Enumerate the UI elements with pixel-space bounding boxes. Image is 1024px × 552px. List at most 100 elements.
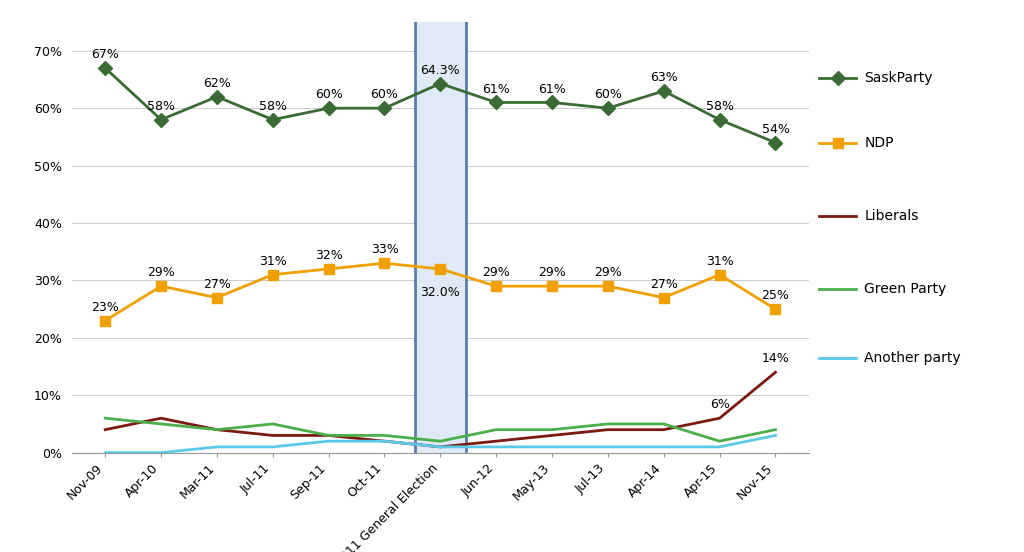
Liberals bbox=[546, 432, 558, 439]
Text: 54%: 54% bbox=[762, 123, 790, 136]
Another party bbox=[155, 449, 167, 456]
Another party bbox=[602, 444, 614, 450]
Text: 62%: 62% bbox=[203, 77, 230, 90]
Green Party bbox=[211, 426, 223, 433]
Liberals bbox=[99, 426, 112, 433]
Another party bbox=[546, 444, 558, 450]
Green Party bbox=[266, 421, 279, 427]
Text: Liberals: Liberals bbox=[864, 209, 919, 223]
Text: NDP: NDP bbox=[864, 136, 894, 150]
Text: 29%: 29% bbox=[594, 266, 622, 279]
FancyBboxPatch shape bbox=[415, 17, 466, 458]
NDP bbox=[99, 317, 112, 324]
Line: Green Party: Green Party bbox=[105, 418, 775, 441]
Text: 27%: 27% bbox=[203, 278, 230, 291]
Text: 29%: 29% bbox=[539, 266, 566, 279]
NDP bbox=[769, 306, 781, 312]
Liberals bbox=[769, 369, 781, 375]
Liberals bbox=[434, 444, 446, 450]
Text: 33%: 33% bbox=[371, 243, 398, 256]
NDP bbox=[266, 272, 279, 278]
NDP bbox=[657, 294, 670, 301]
Green Party bbox=[714, 438, 726, 444]
NDP bbox=[155, 283, 167, 289]
Liberals bbox=[657, 426, 670, 433]
Green Party bbox=[99, 415, 112, 422]
Text: 31%: 31% bbox=[706, 254, 733, 268]
NDP bbox=[602, 283, 614, 289]
NDP bbox=[323, 266, 335, 272]
SaskParty bbox=[657, 88, 670, 94]
Text: 23%: 23% bbox=[91, 301, 119, 314]
SaskParty bbox=[211, 93, 223, 100]
SaskParty bbox=[266, 116, 279, 123]
Text: 67%: 67% bbox=[91, 48, 119, 61]
Green Party bbox=[602, 421, 614, 427]
Liberals bbox=[211, 426, 223, 433]
Text: 32.0%: 32.0% bbox=[421, 285, 460, 299]
SaskParty bbox=[99, 65, 112, 71]
NDP bbox=[434, 266, 446, 272]
Text: 61%: 61% bbox=[539, 82, 566, 95]
SaskParty bbox=[434, 80, 446, 87]
Text: 64.3%: 64.3% bbox=[421, 63, 460, 77]
SaskParty bbox=[155, 116, 167, 123]
Text: 14%: 14% bbox=[762, 352, 790, 365]
Line: SaskParty: SaskParty bbox=[100, 63, 780, 147]
SaskParty bbox=[769, 139, 781, 146]
SaskParty bbox=[714, 116, 726, 123]
Liberals bbox=[602, 426, 614, 433]
Green Party bbox=[323, 432, 335, 439]
Green Party bbox=[378, 432, 390, 439]
Text: 58%: 58% bbox=[706, 100, 733, 113]
Another party bbox=[657, 444, 670, 450]
NDP bbox=[490, 283, 503, 289]
Liberals bbox=[323, 432, 335, 439]
Green Party bbox=[434, 438, 446, 444]
Liberals bbox=[490, 438, 503, 444]
Liberals bbox=[266, 432, 279, 439]
Text: 31%: 31% bbox=[259, 254, 287, 268]
Another party bbox=[490, 444, 503, 450]
Text: 25%: 25% bbox=[762, 289, 790, 302]
Another party bbox=[323, 438, 335, 444]
SaskParty bbox=[378, 105, 390, 112]
SaskParty bbox=[602, 105, 614, 112]
NDP bbox=[211, 294, 223, 301]
Line: Another party: Another party bbox=[105, 436, 775, 453]
Text: Another party: Another party bbox=[864, 351, 961, 365]
NDP bbox=[546, 283, 558, 289]
Text: 29%: 29% bbox=[147, 266, 175, 279]
Text: 63%: 63% bbox=[650, 71, 678, 84]
NDP bbox=[378, 260, 390, 267]
Text: 61%: 61% bbox=[482, 82, 510, 95]
Text: 60%: 60% bbox=[314, 88, 343, 101]
SaskParty bbox=[546, 99, 558, 106]
Text: 29%: 29% bbox=[482, 266, 510, 279]
SaskParty bbox=[323, 105, 335, 112]
Green Party bbox=[657, 421, 670, 427]
Text: 58%: 58% bbox=[259, 100, 287, 113]
Text: Green Party: Green Party bbox=[864, 282, 946, 296]
Another party bbox=[211, 444, 223, 450]
Another party bbox=[99, 449, 112, 456]
Another party bbox=[434, 444, 446, 450]
Liberals bbox=[714, 415, 726, 422]
Text: 60%: 60% bbox=[594, 88, 622, 101]
Line: NDP: NDP bbox=[100, 258, 780, 326]
Green Party bbox=[546, 426, 558, 433]
Text: 32%: 32% bbox=[314, 249, 342, 262]
Text: SaskParty: SaskParty bbox=[864, 71, 933, 85]
Liberals bbox=[378, 438, 390, 444]
Text: 58%: 58% bbox=[147, 100, 175, 113]
Line: Liberals: Liberals bbox=[105, 372, 775, 447]
SaskParty bbox=[490, 99, 503, 106]
NDP bbox=[714, 272, 726, 278]
Text: 6%: 6% bbox=[710, 398, 729, 411]
Green Party bbox=[490, 426, 503, 433]
Another party bbox=[378, 438, 390, 444]
Text: 60%: 60% bbox=[371, 88, 398, 101]
Green Party bbox=[155, 421, 167, 427]
Another party bbox=[714, 444, 726, 450]
Green Party bbox=[769, 426, 781, 433]
